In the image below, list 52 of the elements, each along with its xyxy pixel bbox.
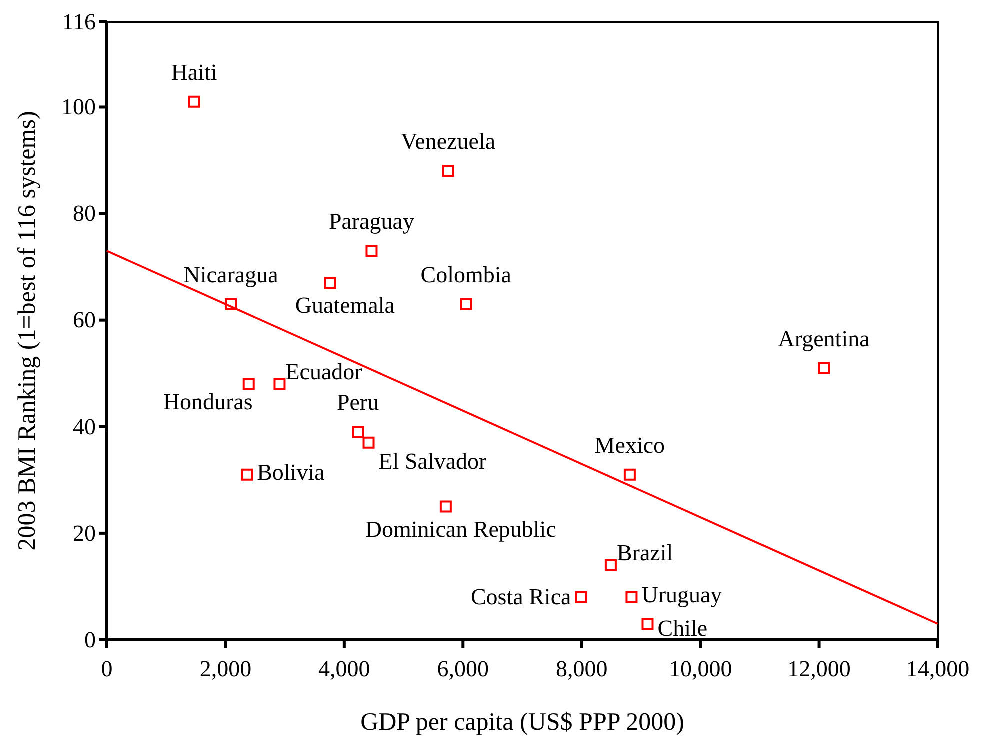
annotation: Bolivia	[257, 460, 325, 485]
annotation: El Salvador	[378, 448, 488, 474]
point	[362, 436, 375, 449]
y-tick-label: 80	[73, 201, 96, 226]
annotation: Honduras	[163, 389, 253, 414]
point	[642, 618, 654, 630]
point	[440, 500, 452, 513]
x-tick-label: 0	[101, 656, 113, 682]
point	[366, 245, 378, 258]
y-tick-label: 116	[62, 9, 96, 34]
x-tick-label: 10,000	[668, 656, 732, 682]
annotation: Colombia	[420, 262, 512, 288]
y-tick-label: 0	[84, 627, 96, 652]
point	[575, 591, 588, 604]
annotation: Paraguay	[328, 209, 416, 234]
point	[818, 362, 830, 374]
x-tick-label: 8,000	[556, 656, 608, 682]
annotation: Peru	[336, 390, 380, 416]
annotation: Nicaragua	[184, 262, 278, 288]
x-tick-label: 14,000	[906, 656, 970, 682]
annotation: Haiti	[171, 60, 218, 85]
annotation: Ecuador	[286, 359, 363, 384]
point	[274, 378, 286, 390]
annotation: Costa Rica	[470, 584, 572, 610]
y-tick-label: 40	[73, 414, 96, 440]
point	[352, 426, 364, 438]
point	[241, 468, 254, 481]
annotation: Argentina	[778, 326, 870, 352]
x-axis-title: GDP per capita (US$ PPP 2000)	[360, 709, 684, 736]
annotation: Venezuela	[401, 129, 496, 154]
point	[624, 468, 636, 481]
annotation: Uruguay	[642, 582, 723, 608]
point	[442, 165, 454, 178]
y-axis-title: 2003 BMI Ranking (1=best of 116 systems)	[14, 111, 41, 551]
x-tick-label: 2,000	[200, 656, 252, 682]
point	[324, 277, 336, 290]
annotation: Dominican Republic	[365, 516, 556, 542]
point	[460, 298, 472, 310]
x-tick-label: 4,000	[318, 656, 370, 682]
point	[604, 559, 617, 572]
point	[626, 591, 638, 604]
y-tick-label: 60	[73, 308, 96, 333]
x-tick-label: 6,000	[437, 656, 490, 682]
y-tick-label: 20	[73, 520, 96, 546]
annotation: Guatemala	[295, 293, 395, 318]
x-tick-label: 12,000	[788, 656, 851, 682]
point	[188, 96, 200, 108]
annotation: Mexico	[594, 432, 666, 458]
annotation: Chile	[658, 616, 708, 642]
y-tick-label: 100	[62, 94, 96, 120]
annotation: Brazil	[616, 540, 674, 566]
point	[242, 378, 255, 390]
